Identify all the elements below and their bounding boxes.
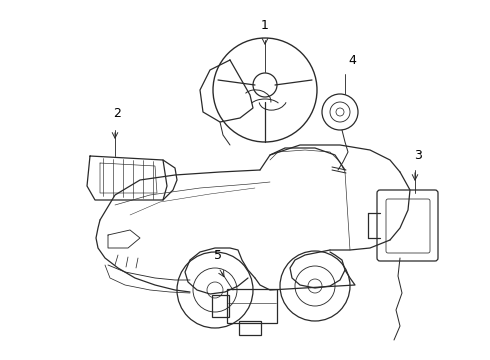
Text: 3: 3	[414, 149, 422, 162]
Text: 1: 1	[261, 19, 269, 32]
Text: 2: 2	[113, 107, 121, 120]
Text: 4: 4	[348, 54, 356, 67]
Text: 5: 5	[214, 249, 222, 262]
